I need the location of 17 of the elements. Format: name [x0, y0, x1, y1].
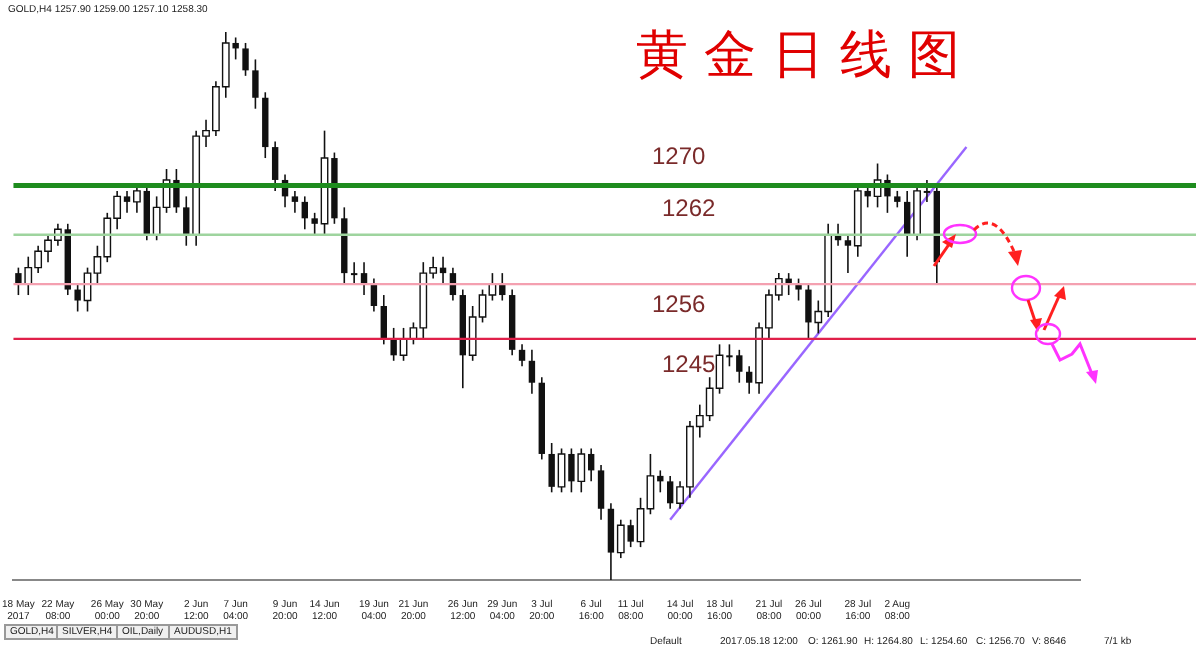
annotation: 1262	[662, 194, 716, 222]
candlestick	[350, 261, 358, 285]
annotation: 1270	[652, 142, 706, 170]
annotation: 1256	[652, 290, 706, 318]
candlestick	[291, 190, 299, 214]
candlestick	[370, 277, 378, 313]
candlestick	[518, 343, 526, 368]
candlestick	[597, 464, 605, 521]
annotation: 1245	[662, 350, 716, 378]
candlestick	[528, 349, 536, 395]
chart-title: 黄金日线图	[636, 24, 976, 88]
candlestick	[301, 195, 308, 231]
candlestick	[242, 42, 249, 77]
candlestick	[380, 294, 387, 346]
candlestick	[795, 277, 802, 302]
candlestick	[271, 140, 279, 192]
candlestick	[252, 58, 259, 110]
